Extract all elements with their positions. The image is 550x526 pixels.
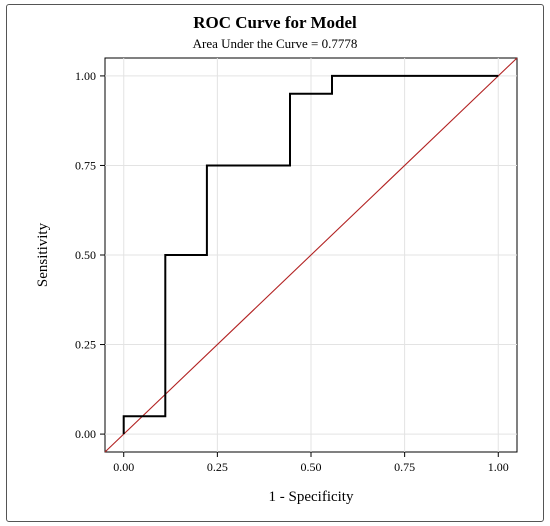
y-tick-label: 1.00 (75, 69, 96, 83)
chart-subtitle: Area Under the Curve = 0.7778 (193, 36, 358, 51)
y-tick-label: 0.25 (75, 338, 96, 352)
x-tick-label: 1.00 (488, 460, 509, 474)
y-tick-label: 0.00 (75, 427, 96, 441)
x-axis-label: 1 - Specificity (269, 489, 354, 505)
x-tick-label: 0.00 (113, 460, 134, 474)
x-tick-label: 0.50 (301, 460, 322, 474)
x-tick-label: 0.25 (207, 460, 228, 474)
y-axis-label: Sensitivity (35, 222, 51, 287)
chart-title: ROC Curve for Model (193, 13, 357, 32)
roc-curve-line (122, 74, 499, 435)
reference-diagonal-line (104, 57, 518, 453)
y-tick-label: 0.75 (75, 158, 96, 172)
x-tick-label: 0.75 (394, 460, 415, 474)
axis-ticks: 0.00 0.25 0.50 0.75 1.00 0.00 0.25 0.50 0.75 1.00 (75, 69, 509, 474)
y-tick-label: 0.50 (75, 248, 96, 262)
series-group (104, 57, 518, 453)
